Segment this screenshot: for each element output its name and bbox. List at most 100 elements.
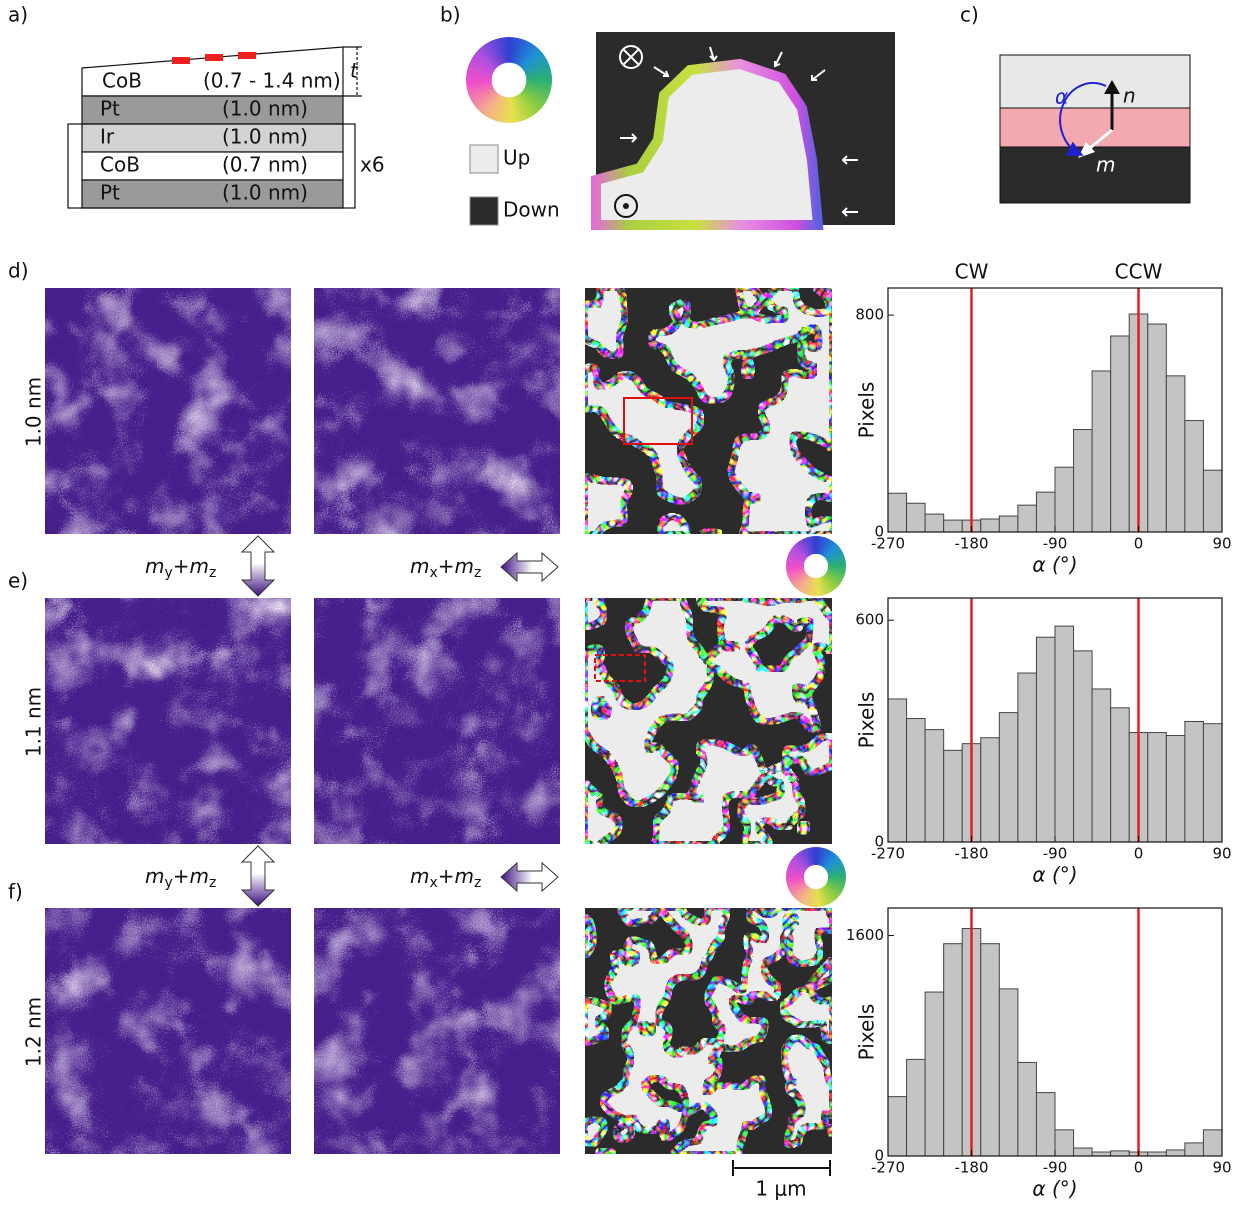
row-label: 1.1 nm [22,687,46,757]
layer-material: CoB [100,153,140,177]
x-tick-label: -90 [1043,535,1068,553]
histogram-bar [944,520,963,532]
legend-label: Up [503,146,530,170]
histogram-bar [1166,736,1185,842]
m-label: m [1096,153,1115,177]
histogram-bar [1166,376,1185,532]
x-tick-label: 90 [1212,535,1231,553]
histogram-bar [1074,430,1093,532]
contrast-part: z [474,875,481,891]
stxm-image [314,598,560,844]
scale-bar [733,1160,830,1176]
contrast-label: my+mz [145,864,216,892]
n-label: n [1123,84,1136,108]
contrast-part: m [410,554,429,578]
layer-material: Pt [100,97,120,121]
x-tick-label: -180 [954,1159,988,1177]
x-axis-label: α (°) [1032,863,1077,887]
histogram-bar [1055,1130,1074,1156]
contrast-arrow [242,846,274,906]
domain-map [585,598,832,844]
reference-label: CCW [1115,260,1163,284]
contrast-part: + [173,554,190,578]
histogram-bar [1018,505,1037,532]
histogram-bar [1203,724,1222,842]
histogram-bar [1185,1143,1204,1156]
repeat-label: x6 [360,153,385,177]
y-tick-label: 800 [855,306,884,324]
histogram-bar [1148,324,1167,532]
stxm-image [45,598,291,844]
layer-thickness: (0.7 nm) [222,153,308,177]
y-tick-label: 0 [874,523,884,541]
histogram-bar [1111,1151,1130,1156]
panel-label: c) [960,3,979,27]
contrast-part: + [173,864,190,888]
color-wheel [466,37,552,123]
contrast-part: m [455,554,474,578]
alpha-label: α [1055,85,1068,109]
histogram-bar [907,503,926,532]
contrast-arrow [501,863,558,891]
panel-label: f) [8,880,23,904]
x-tick-label: 0 [1134,535,1144,553]
stxm-image [45,908,291,1154]
y-tick-label: 0 [874,833,884,851]
contrast-part: x [429,875,437,891]
stxm-image [314,288,560,534]
contrast-part: z [474,565,481,581]
histogram-bar [1055,467,1074,532]
figure: a) b) c) d) e) f) CoB (0.7 - 1.4 nm) t x… [0,0,1247,1215]
histogram-bar [999,516,1018,532]
contrast-part: m [455,864,474,888]
x-tick-label: -90 [1043,845,1068,863]
histogram-bar [981,944,1000,1156]
histogram-bar [1185,721,1204,842]
histogram-bar [1036,1093,1055,1156]
histogram-bar [1203,1130,1222,1156]
x-tick-label: -180 [954,845,988,863]
histogram-bar [1203,470,1222,532]
histogram-bar [907,1059,926,1156]
color-wheel [786,536,846,596]
contrast-label: my+mz [145,554,216,582]
histogram-bar [1018,1062,1037,1156]
y-axis-label: Pixels [855,382,879,439]
histogram-bar [1074,651,1093,842]
row-label: 1.0 nm [22,377,46,447]
histogram-bar [999,989,1018,1156]
histogram-bar [1036,492,1055,532]
x-tick-label: -90 [1043,1159,1068,1177]
contrast-part: y [164,565,172,581]
stxm-image [45,288,291,534]
contrast-part: m [190,864,209,888]
angle-diagram [1000,55,1190,203]
y-tick-label: 1600 [846,926,884,944]
layer-thickness: (0.7 - 1.4 nm) [203,69,341,93]
histogram-bar [1074,1148,1093,1156]
contrast-part: y [164,875,172,891]
domain-map [585,288,832,534]
layer-thickness: (1.0 nm) [222,97,308,121]
color-wheel [786,847,846,907]
histogram-bar [1092,689,1111,842]
x-tick-label: 90 [1212,1159,1231,1177]
x-tick-label: 0 [1134,1159,1144,1177]
histogram-bar [1185,421,1204,532]
y-axis-label: Pixels [855,692,879,749]
panel-label: a) [8,3,28,27]
layer-material: CoB [102,69,142,93]
contrast-part: z [209,875,216,891]
stxm-image [314,908,560,1154]
contrast-part: m [145,554,164,578]
histogram-bar [888,1097,907,1156]
layer-material: Ir [100,125,115,149]
x-tick-label: 0 [1134,845,1144,863]
histogram-bar [888,699,907,842]
down-swatch [470,197,498,225]
thickness-symbol: t [350,59,359,83]
histogram-bar [925,992,944,1156]
histogram-bar [1111,336,1130,532]
contrast-label: mx+mz [410,864,481,892]
x-axis-label: α (°) [1032,1177,1077,1201]
